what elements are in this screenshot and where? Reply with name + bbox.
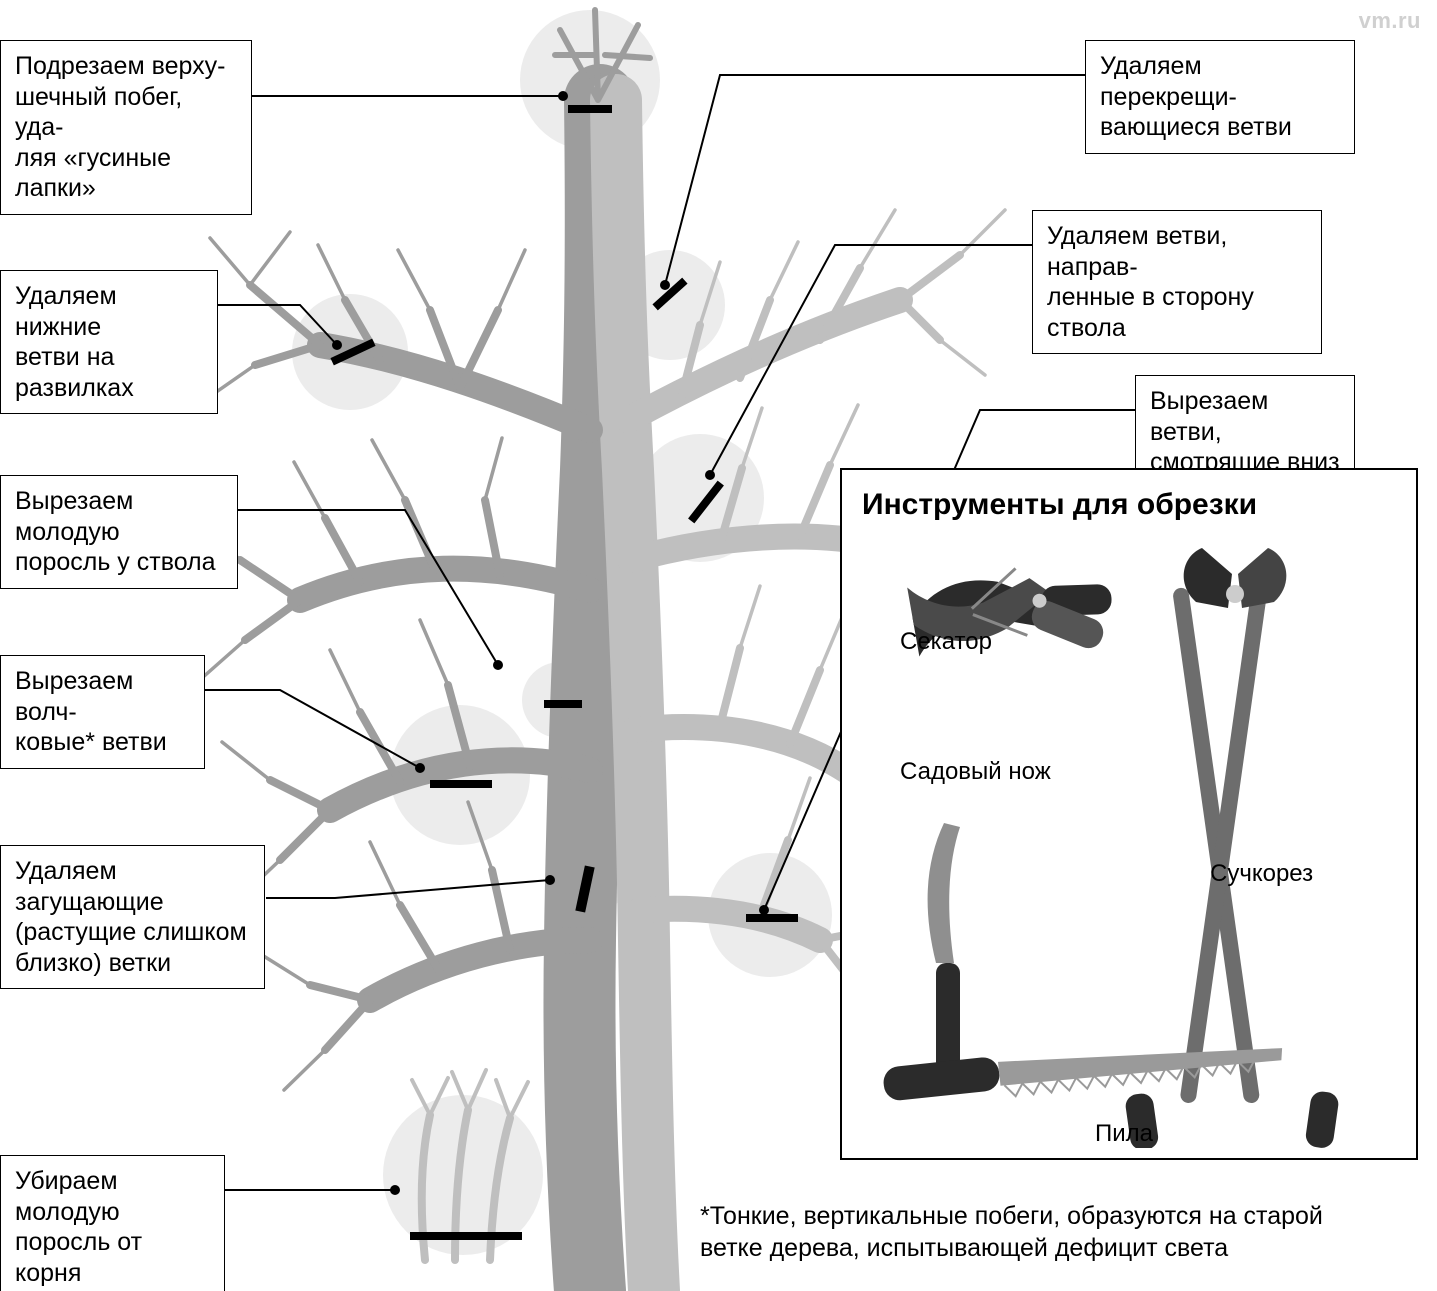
cut-mark: [746, 914, 798, 922]
cut-mark: [430, 780, 492, 788]
highlight-circle: [383, 1095, 543, 1255]
cut-mark: [544, 700, 582, 708]
callout-box: Подрезаем верху-шечный побег, уда-ляя «г…: [0, 40, 252, 215]
highlight-circle: [390, 705, 530, 845]
tools-illustration: [862, 528, 1402, 1148]
tool-label: Садовый нож: [900, 758, 1051, 786]
tool-label: Секатор: [900, 628, 992, 656]
tools-panel: Инструменты для обрезки: [840, 468, 1418, 1160]
callout-box: Убираем молодуюпоросль от корня: [0, 1155, 225, 1291]
diagram-stage: vm.ru: [0, 0, 1437, 1291]
callout-box: Вырезаем молодуюпоросль у ствола: [0, 475, 238, 589]
highlight-circle: [563, 848, 627, 912]
highlight-circle: [520, 10, 660, 150]
tool-label: Пила: [1095, 1120, 1153, 1148]
callout-box: Удаляем загущающие(растущие слишкомблизк…: [0, 845, 265, 989]
callout-box: Удаляем ветви, направ-ленные в сторону с…: [1032, 210, 1322, 354]
callout-box: Вырезаем волч-ковые* ветви: [0, 655, 205, 769]
callout-box: Удаляем нижниеветви на развилках: [0, 270, 218, 414]
footnote-text: *Тонкие, вертикальные побеги, образуются…: [700, 1200, 1420, 1264]
highlight-circle: [615, 250, 725, 360]
watermark-text: vm.ru: [1359, 8, 1421, 34]
callout-box: Удаляем перекрещи-вающиеся ветви: [1085, 40, 1355, 154]
highlight-circle: [636, 434, 764, 562]
tools-panel-title: Инструменты для обрезки: [862, 488, 1396, 522]
cut-mark: [410, 1232, 522, 1240]
tool-label: Сучкорез: [1210, 860, 1313, 888]
cut-mark: [568, 105, 612, 113]
